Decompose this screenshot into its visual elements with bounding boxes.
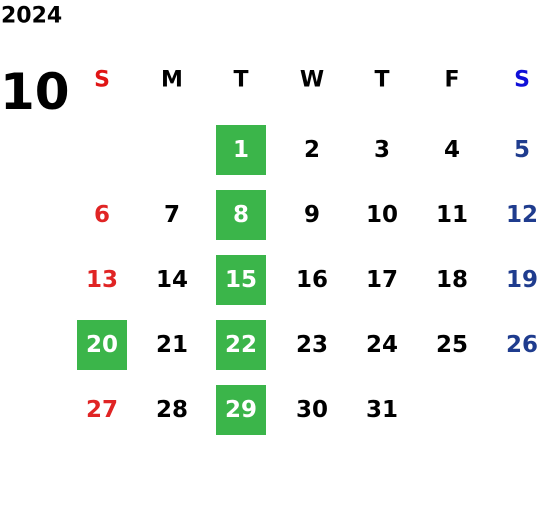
day-number: 25 (436, 332, 468, 358)
highlight-box (216, 255, 266, 305)
weekday-label: S (514, 68, 530, 93)
highlight-box (77, 320, 127, 370)
weekday-label: W (300, 68, 324, 93)
day-number: 9 (304, 202, 320, 228)
day-number: 19 (506, 267, 538, 293)
day-number: 20 (86, 332, 118, 358)
day-number: 11 (436, 202, 468, 228)
weekday-label: T (374, 68, 389, 93)
day-number: 26 (506, 332, 538, 358)
weekday-label: S (94, 68, 110, 93)
month: 10 (0, 63, 70, 121)
day-number: 14 (156, 267, 188, 293)
day-number: 17 (366, 267, 398, 293)
day-number: 5 (514, 137, 530, 163)
day-number: 3 (374, 137, 390, 163)
day-number: 31 (366, 397, 398, 423)
day-number: 24 (366, 332, 398, 358)
day-number: 7 (164, 202, 180, 228)
highlight-box (216, 320, 266, 370)
day-number: 2 (304, 137, 320, 163)
weekday-label: M (161, 68, 183, 93)
day-number: 28 (156, 397, 188, 423)
day-number: 10 (366, 202, 398, 228)
day-number: 29 (225, 397, 257, 423)
highlight-box (216, 190, 266, 240)
day-number: 21 (156, 332, 188, 358)
day-number: 13 (86, 267, 118, 293)
highlight-box (216, 385, 266, 435)
day-number: 12 (506, 202, 538, 228)
highlight-box (216, 125, 266, 175)
day-number: 18 (436, 267, 468, 293)
day-number: 22 (225, 332, 257, 358)
day-number: 23 (296, 332, 328, 358)
day-number: 15 (225, 267, 257, 293)
day-number: 30 (296, 397, 328, 423)
day-number: 6 (94, 202, 110, 228)
day-number: 8 (233, 202, 249, 228)
year: 2024 (1, 4, 62, 29)
weekday-label: T (233, 68, 248, 93)
day-number: 1 (233, 137, 249, 163)
day-number: 4 (444, 137, 460, 163)
weekday-label: F (444, 68, 459, 93)
day-number: 16 (296, 267, 328, 293)
day-number: 27 (86, 397, 118, 423)
